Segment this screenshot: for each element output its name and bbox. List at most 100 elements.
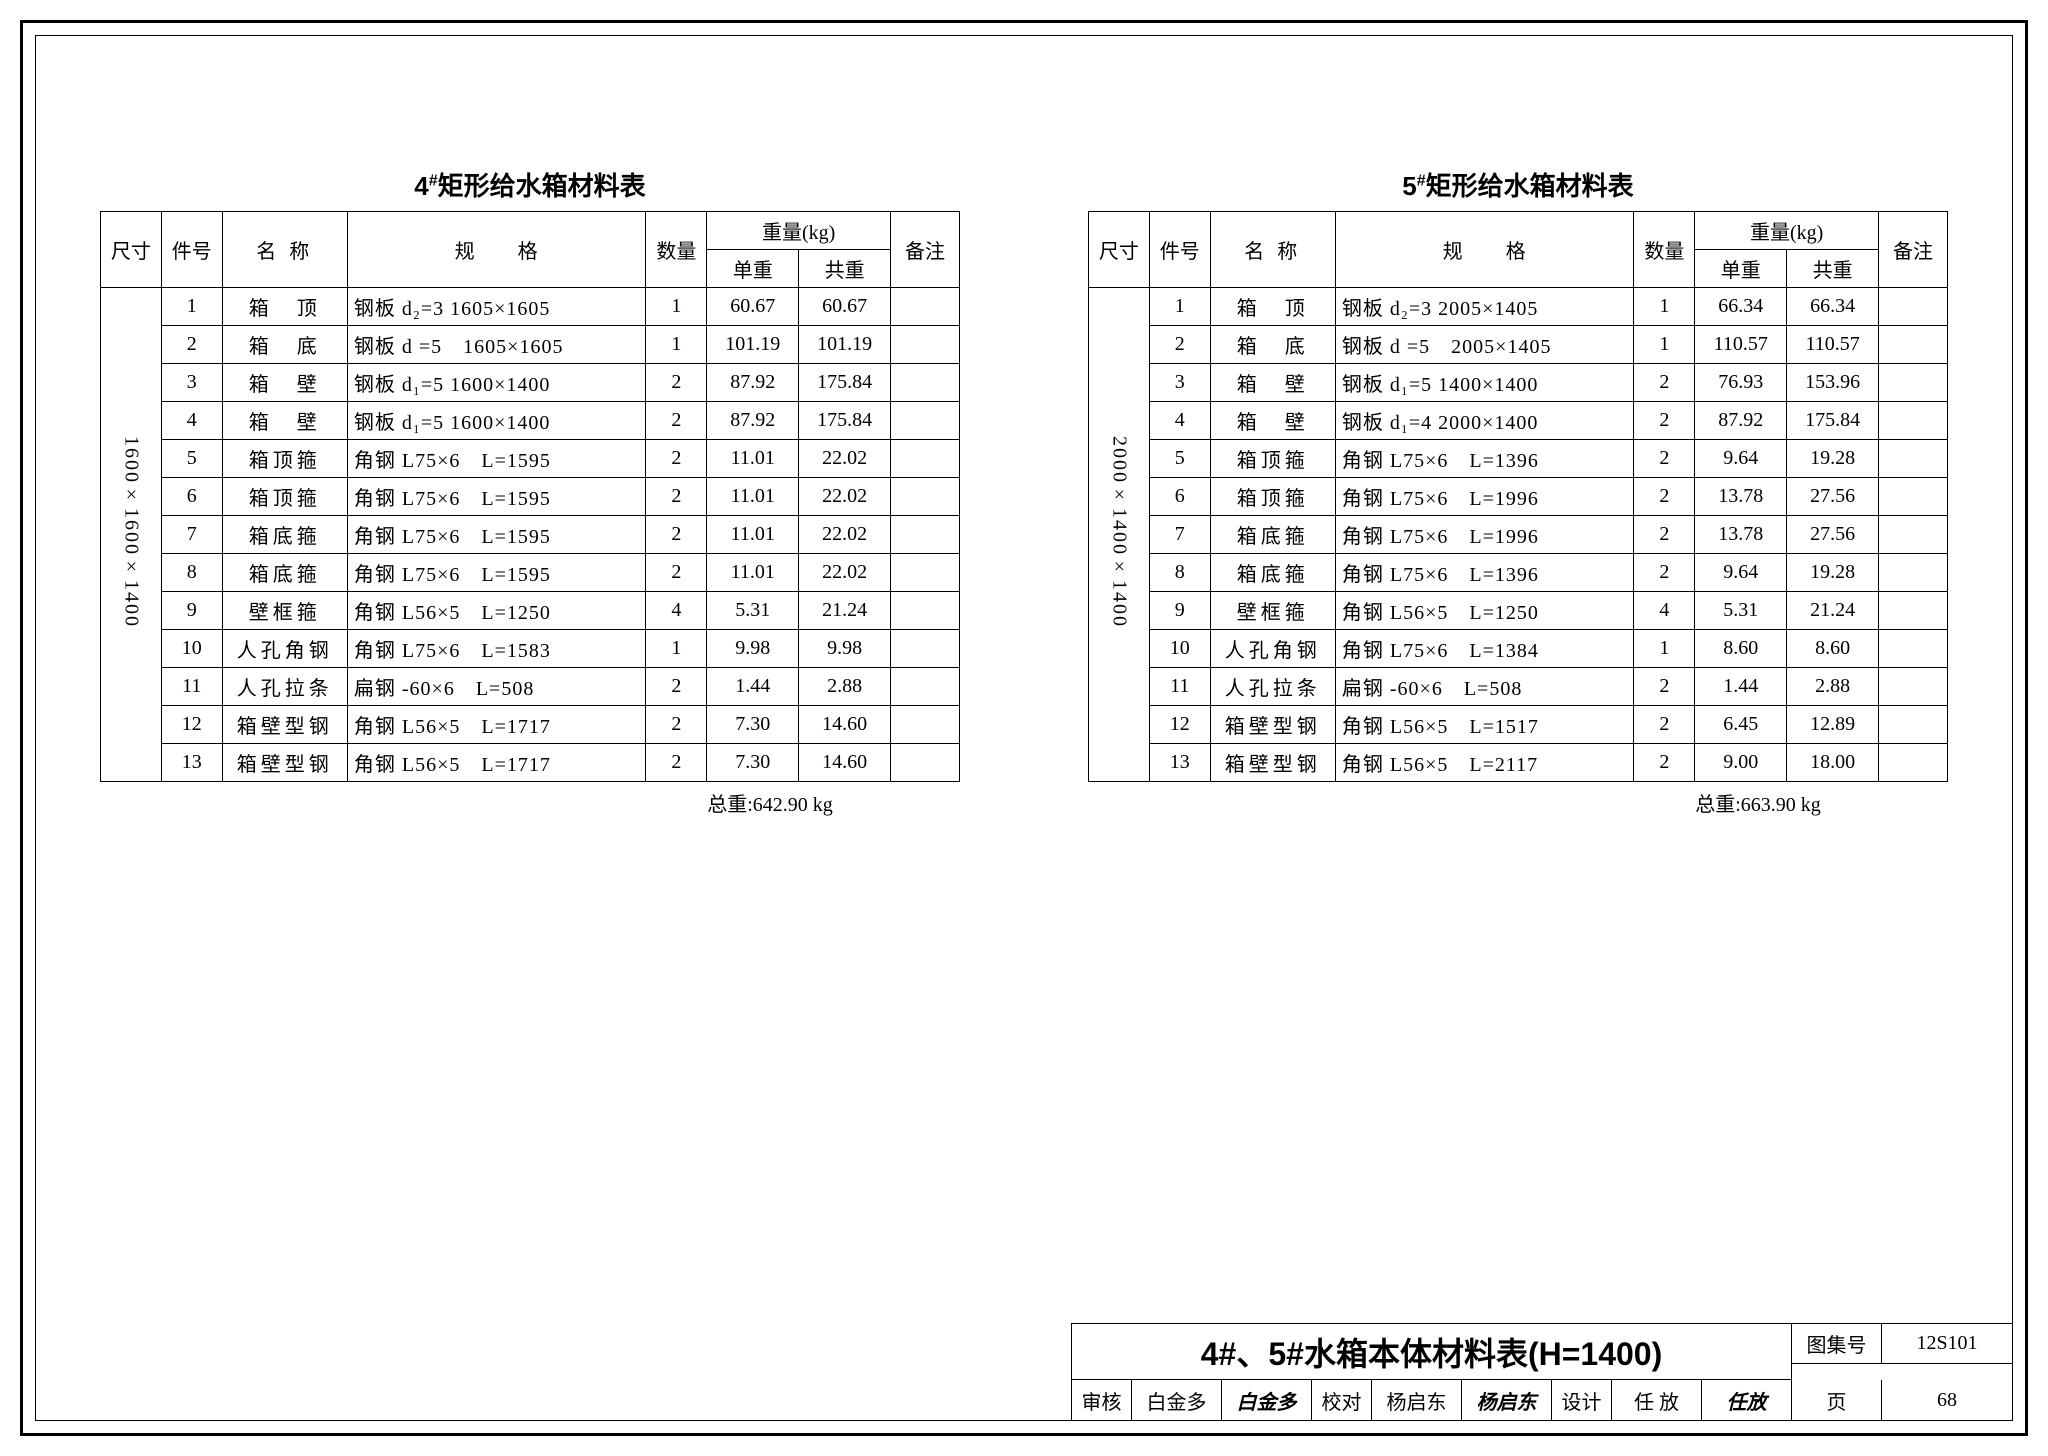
qty-cell: 4 bbox=[646, 592, 707, 630]
inner-frame: 4#矩形给水箱材料表 尺寸 件号 名 称 规 格 数量 重量(kg) 备注 单重 bbox=[35, 35, 2013, 1421]
size-label: 1600×1600×1400 bbox=[119, 436, 142, 628]
size-cell: 2000×1400×1400 bbox=[1089, 288, 1150, 782]
proof-label: 校对 bbox=[1312, 1380, 1372, 1420]
qty-cell: 2 bbox=[1634, 402, 1695, 440]
proof-name: 杨启东 bbox=[1372, 1380, 1462, 1420]
total-weight-cell: 18.00 bbox=[1787, 744, 1879, 782]
spec-cell: 角钢 L75×6 L=1396 bbox=[1335, 440, 1634, 478]
name-cell: 箱顶箍 bbox=[1210, 478, 1335, 516]
table-row: 2箱 底钢板 d =5 2005×14051110.57110.57 bbox=[1089, 326, 1948, 364]
th-size: 尺寸 bbox=[101, 212, 162, 288]
spec-cell: 角钢 L56×5 L=1517 bbox=[1335, 706, 1634, 744]
total-weight-cell: 14.60 bbox=[799, 706, 891, 744]
name-cell: 箱 底 bbox=[1210, 326, 1335, 364]
name-cell: 箱底箍 bbox=[1210, 516, 1335, 554]
qty-cell: 2 bbox=[1634, 516, 1695, 554]
total-weight-cell: 19.28 bbox=[1787, 554, 1879, 592]
table-5-prefix: 5 bbox=[1402, 171, 1416, 201]
qty-cell: 2 bbox=[1634, 440, 1695, 478]
part-cell: 3 bbox=[161, 364, 222, 402]
table-4-title: 4#矩形给水箱材料表 bbox=[100, 166, 960, 203]
part-cell: 5 bbox=[161, 440, 222, 478]
th-remark: 备注 bbox=[891, 212, 960, 288]
part-cell: 12 bbox=[161, 706, 222, 744]
unit-weight-cell: 110.57 bbox=[1695, 326, 1787, 364]
part-cell: 6 bbox=[161, 478, 222, 516]
unit-weight-cell: 87.92 bbox=[707, 364, 799, 402]
total-weight-cell: 27.56 bbox=[1787, 516, 1879, 554]
unit-weight-cell: 11.01 bbox=[707, 554, 799, 592]
total-weight-cell: 66.34 bbox=[1787, 288, 1879, 326]
outer-frame: 4#矩形给水箱材料表 尺寸 件号 名 称 规 格 数量 重量(kg) 备注 单重 bbox=[20, 20, 2028, 1436]
name-cell: 人孔拉条 bbox=[222, 668, 347, 706]
name-cell: 箱壁型钢 bbox=[1210, 706, 1335, 744]
remark-cell bbox=[1879, 516, 1948, 554]
table-row: 8箱底箍角钢 L75×6 L=139629.6419.28 bbox=[1089, 554, 1948, 592]
unit-weight-cell: 5.31 bbox=[1695, 592, 1787, 630]
remark-cell bbox=[891, 516, 960, 554]
spec-cell: 钢板 d₁=5 1600×1400 bbox=[347, 402, 646, 440]
remark-cell bbox=[891, 630, 960, 668]
part-cell: 1 bbox=[161, 288, 222, 326]
part-cell: 8 bbox=[161, 554, 222, 592]
tables-container: 4#矩形给水箱材料表 尺寸 件号 名 称 规 格 数量 重量(kg) 备注 单重 bbox=[36, 36, 2012, 817]
spec-cell: 角钢 L56×5 L=1250 bbox=[347, 592, 646, 630]
spec-cell: 钢板 d =5 2005×1405 bbox=[1335, 326, 1634, 364]
table-4-body: 1600×1600×14001箱 顶钢板 d₂=3 1605×1605160.6… bbox=[101, 288, 960, 782]
th-tw: 共重 bbox=[799, 250, 891, 288]
remark-cell bbox=[891, 326, 960, 364]
name-cell: 人孔角钢 bbox=[222, 630, 347, 668]
spec-cell: 钢板 d₁=5 1600×1400 bbox=[347, 364, 646, 402]
part-cell: 10 bbox=[1149, 630, 1210, 668]
spec-cell: 角钢 L75×6 L=1595 bbox=[347, 440, 646, 478]
spec-cell: 角钢 L56×5 L=1250 bbox=[1335, 592, 1634, 630]
name-cell: 箱 底 bbox=[222, 326, 347, 364]
size-cell: 1600×1600×1400 bbox=[101, 288, 162, 782]
page-value: 68 bbox=[1882, 1380, 2012, 1420]
name-cell: 箱 壁 bbox=[1210, 402, 1335, 440]
table-row: 2000×1400×14001箱 顶钢板 d₂=3 2005×1405166.3… bbox=[1089, 288, 1948, 326]
unit-weight-cell: 9.64 bbox=[1695, 554, 1787, 592]
part-cell: 6 bbox=[1149, 478, 1210, 516]
spec-cell: 钢板 d₁=4 2000×1400 bbox=[1335, 402, 1634, 440]
qty-cell: 1 bbox=[1634, 630, 1695, 668]
unit-weight-cell: 11.01 bbox=[707, 516, 799, 554]
name-cell: 箱 壁 bbox=[1210, 364, 1335, 402]
total-weight-cell: 19.28 bbox=[1787, 440, 1879, 478]
remark-cell bbox=[1879, 592, 1948, 630]
qty-cell: 1 bbox=[1634, 326, 1695, 364]
total-weight-cell: 110.57 bbox=[1787, 326, 1879, 364]
part-cell: 2 bbox=[161, 326, 222, 364]
table-5-suffix: 矩形给水箱材料表 bbox=[1426, 171, 1634, 201]
unit-weight-cell: 7.30 bbox=[707, 744, 799, 782]
remark-cell bbox=[891, 440, 960, 478]
unit-weight-cell: 8.60 bbox=[1695, 630, 1787, 668]
total-weight-cell: 22.02 bbox=[799, 554, 891, 592]
name-cell: 人孔拉条 bbox=[1210, 668, 1335, 706]
total-weight-cell: 153.96 bbox=[1787, 364, 1879, 402]
part-cell: 4 bbox=[1149, 402, 1210, 440]
name-cell: 箱壁型钢 bbox=[222, 706, 347, 744]
qty-cell: 2 bbox=[1634, 744, 1695, 782]
total-weight-cell: 14.60 bbox=[799, 744, 891, 782]
spec-cell: 角钢 L75×6 L=1595 bbox=[347, 516, 646, 554]
qty-cell: 2 bbox=[646, 516, 707, 554]
check-name: 白金多 bbox=[1132, 1380, 1222, 1420]
table-5-body: 2000×1400×14001箱 顶钢板 d₂=3 2005×1405166.3… bbox=[1089, 288, 1948, 782]
table-row: 9壁框箍角钢 L56×5 L=125045.3121.24 bbox=[1089, 592, 1948, 630]
check-label: 审核 bbox=[1072, 1380, 1132, 1420]
remark-cell bbox=[1879, 554, 1948, 592]
qty-cell: 2 bbox=[1634, 706, 1695, 744]
name-cell: 人孔角钢 bbox=[1210, 630, 1335, 668]
th-uw: 单重 bbox=[707, 250, 799, 288]
remark-cell bbox=[891, 592, 960, 630]
unit-weight-cell: 5.31 bbox=[707, 592, 799, 630]
th-weight: 重量(kg) bbox=[1695, 212, 1879, 250]
total-weight-cell: 8.60 bbox=[1787, 630, 1879, 668]
name-cell: 箱顶箍 bbox=[1210, 440, 1335, 478]
unit-weight-cell: 13.78 bbox=[1695, 516, 1787, 554]
part-cell: 11 bbox=[161, 668, 222, 706]
spec-cell: 钢板 d =5 1605×1605 bbox=[347, 326, 646, 364]
part-cell: 1 bbox=[1149, 288, 1210, 326]
part-cell: 11 bbox=[1149, 668, 1210, 706]
